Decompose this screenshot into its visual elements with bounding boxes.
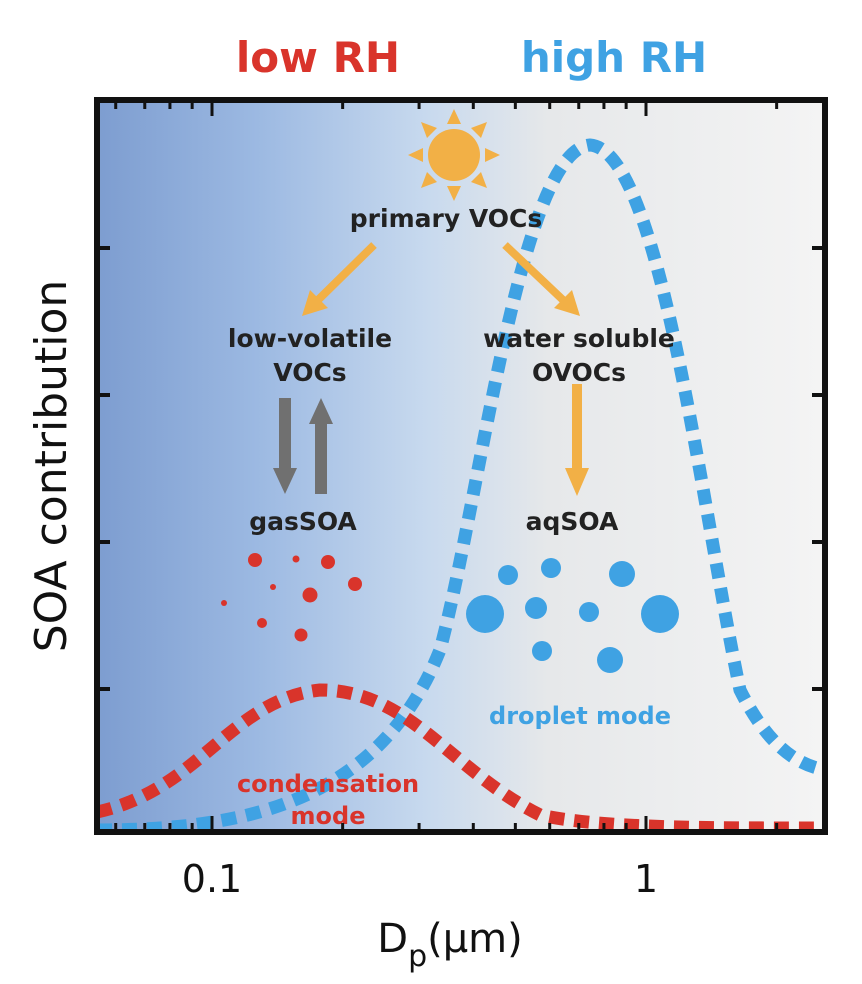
x-axis-subscript: p [408, 939, 427, 974]
condensation-mode-label-line2: mode [291, 802, 366, 830]
aq-soa-droplets [466, 558, 679, 673]
red-particle [348, 577, 362, 591]
arrow-to-low-volatile [302, 242, 377, 316]
low-rh-label: low RH [236, 33, 400, 82]
partition-down-arrow [273, 398, 297, 494]
x-axis-symbol: D [377, 916, 408, 962]
water-soluble-label-line1: water soluble [483, 324, 675, 353]
gas-soa-label: gasSOA [249, 507, 357, 536]
x-axis-unit: (μm) [427, 916, 523, 962]
arrow-to-water-soluble [502, 242, 580, 316]
x-tick-label-1: 1 [634, 857, 658, 901]
x-tick-label-0.1: 0.1 [182, 857, 242, 901]
aq-soa-label: aqSOA [526, 507, 619, 536]
aqueous-conversion-arrow [565, 384, 589, 496]
plot-frame [94, 97, 828, 835]
red-particle [257, 618, 267, 628]
blue-droplet [579, 602, 599, 622]
red-particle [270, 584, 276, 590]
red-particle [292, 555, 300, 563]
condensation-mode-curve [97, 683, 825, 832]
sun-icon [408, 109, 500, 201]
blue-droplet [532, 641, 552, 661]
blue-droplet [466, 595, 504, 633]
droplet-mode-label: droplet mode [489, 702, 671, 730]
x-axis-label: Dp(μm) [377, 916, 522, 974]
blue-droplet [541, 558, 561, 578]
partition-up-arrow [309, 398, 333, 494]
blue-droplet [609, 561, 635, 587]
low-volatile-label-line2: VOCs [273, 358, 346, 387]
droplet-mode-curve [97, 138, 825, 832]
blue-droplet [525, 597, 547, 619]
red-particle [294, 628, 308, 642]
high-rh-label: high RH [521, 33, 707, 82]
red-particle [302, 587, 318, 603]
x-axis-ticks [114, 100, 779, 832]
red-particle [221, 600, 227, 606]
red-particle [321, 555, 335, 569]
y-axis-label: SOA contribution [26, 280, 77, 653]
red-particle [248, 553, 262, 567]
blue-droplet [498, 565, 518, 585]
blue-droplet [641, 595, 679, 633]
low-volatile-label-line1: low-volatile [228, 324, 392, 353]
y-axis-ticks [97, 246, 825, 691]
gas-soa-particles [221, 553, 362, 642]
primary-vocs-label: primary VOCs [350, 204, 542, 233]
blue-droplet [597, 647, 623, 673]
condensation-mode-label-line1: condensation [237, 770, 419, 798]
water-soluble-label-line2: OVOCs [532, 358, 626, 387]
